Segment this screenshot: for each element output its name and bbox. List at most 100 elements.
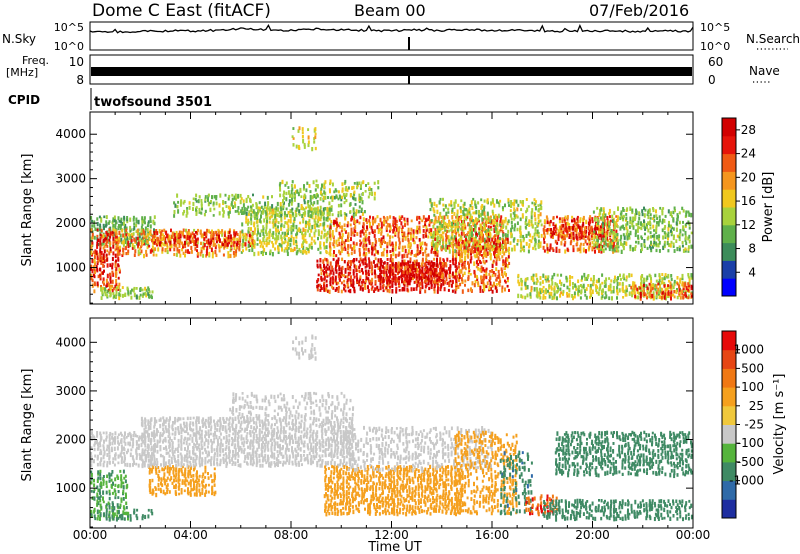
heatmap-cell — [422, 233, 425, 239]
heatmap-cell — [443, 215, 446, 220]
heatmap-cell — [568, 293, 571, 298]
heatmap-cell — [394, 253, 397, 259]
heatmap-cell — [506, 277, 509, 280]
heatmap-cell — [572, 247, 575, 253]
heatmap-cell — [380, 229, 383, 234]
heatmap-cell — [494, 285, 497, 290]
heatmap-cell — [508, 252, 511, 255]
heatmap-cell — [144, 291, 147, 296]
heatmap-cell — [428, 231, 431, 235]
heatmap-cell — [649, 285, 652, 290]
heatmap-cell — [619, 277, 622, 281]
heatmap-cell — [423, 262, 426, 267]
heatmap-cell — [439, 280, 442, 283]
heatmap-cell — [213, 195, 216, 199]
heatmap-cell — [499, 236, 501, 241]
heatmap-cell — [106, 263, 109, 268]
heatmap-cell — [380, 252, 383, 257]
heatmap-cell — [618, 282, 621, 286]
heatmap-cell — [392, 276, 395, 281]
heatmap-cell — [291, 193, 294, 198]
heatmap-cell — [368, 265, 371, 270]
heatmap-cell — [451, 271, 454, 276]
heatmap-cell — [641, 212, 644, 217]
heatmap-cell — [99, 448, 102, 452]
heatmap-cell — [368, 263, 371, 268]
heatmap-cell — [176, 237, 179, 241]
heatmap-cell — [231, 197, 234, 202]
heatmap-cell — [441, 245, 444, 249]
heatmap-cell — [111, 441, 114, 446]
heatmap-cell — [664, 289, 667, 293]
heatmap-cell — [528, 223, 531, 227]
heatmap-cell — [312, 211, 315, 215]
heatmap-cell — [174, 238, 177, 243]
heatmap-cell — [173, 247, 176, 252]
heatmap-cell — [296, 228, 299, 233]
heatmap-cell — [550, 235, 553, 239]
heatmap-cell — [480, 231, 483, 235]
heatmap-cell — [294, 190, 297, 194]
heatmap-cell — [324, 195, 327, 200]
heatmap-cell — [120, 237, 123, 243]
heatmap-cell — [608, 208, 611, 214]
heatmap-cell — [500, 215, 503, 219]
heatmap-cell — [333, 190, 336, 194]
heatmap-cell — [288, 199, 291, 204]
heatmap-cell — [308, 184, 311, 188]
heatmap-cell — [106, 244, 109, 248]
heatmap-cell — [316, 284, 319, 289]
power-colorbar-tick-label: 12 — [741, 218, 756, 232]
heatmap-cell — [468, 263, 470, 268]
heatmap-cell — [245, 247, 248, 251]
heatmap-cell — [599, 225, 602, 229]
heatmap-cell — [439, 287, 442, 292]
heatmap-cell — [91, 258, 94, 264]
heatmap-cell — [368, 231, 371, 235]
heatmap-cell — [99, 252, 102, 258]
heatmap-cell — [243, 242, 246, 247]
heatmap-cell — [342, 247, 344, 251]
heatmap-cell — [513, 244, 516, 250]
heatmap-cell — [537, 239, 540, 243]
heatmap-cell — [600, 291, 603, 295]
heatmap-cell — [307, 221, 310, 226]
heatmap-cell — [495, 229, 498, 234]
heatmap-cell — [409, 233, 412, 238]
heatmap-cell — [448, 203, 451, 207]
heatmap-cell — [600, 241, 603, 245]
heatmap-cell — [594, 226, 597, 232]
heatmap-cell — [367, 289, 370, 294]
heatmap-cell — [677, 215, 679, 219]
heatmap-cell — [594, 241, 597, 245]
heatmap-cell — [117, 258, 120, 262]
heatmap-cell — [455, 239, 458, 244]
heatmap-cell — [386, 249, 389, 254]
heatmap-cell — [265, 222, 268, 228]
heatmap-cell — [237, 193, 240, 199]
heatmap-cell — [599, 229, 602, 234]
heatmap-cell — [319, 283, 322, 287]
heatmap-cell — [286, 248, 289, 253]
heatmap-cell — [352, 269, 355, 274]
heatmap-cell — [579, 228, 582, 233]
heatmap-cell — [111, 230, 114, 234]
heatmap-cell — [596, 235, 599, 240]
heatmap-cell — [137, 249, 140, 254]
heatmap-cell — [222, 200, 225, 204]
heatmap-cell — [283, 224, 286, 229]
heatmap-cell — [296, 231, 299, 236]
heatmap-cell — [148, 294, 150, 299]
heatmap-cell — [497, 201, 500, 205]
heatmap-cell — [676, 295, 679, 300]
heatmap-cell — [358, 251, 361, 257]
heatmap-cell — [616, 239, 619, 242]
heatmap-cell — [302, 227, 305, 232]
heatmap-cell — [466, 233, 469, 237]
heatmap-cell — [240, 211, 243, 215]
heatmap-cell — [340, 198, 343, 202]
heatmap-cell — [159, 236, 162, 242]
heatmap-cell — [277, 229, 280, 233]
heatmap-cell — [115, 282, 118, 286]
heatmap-cell — [468, 207, 471, 212]
